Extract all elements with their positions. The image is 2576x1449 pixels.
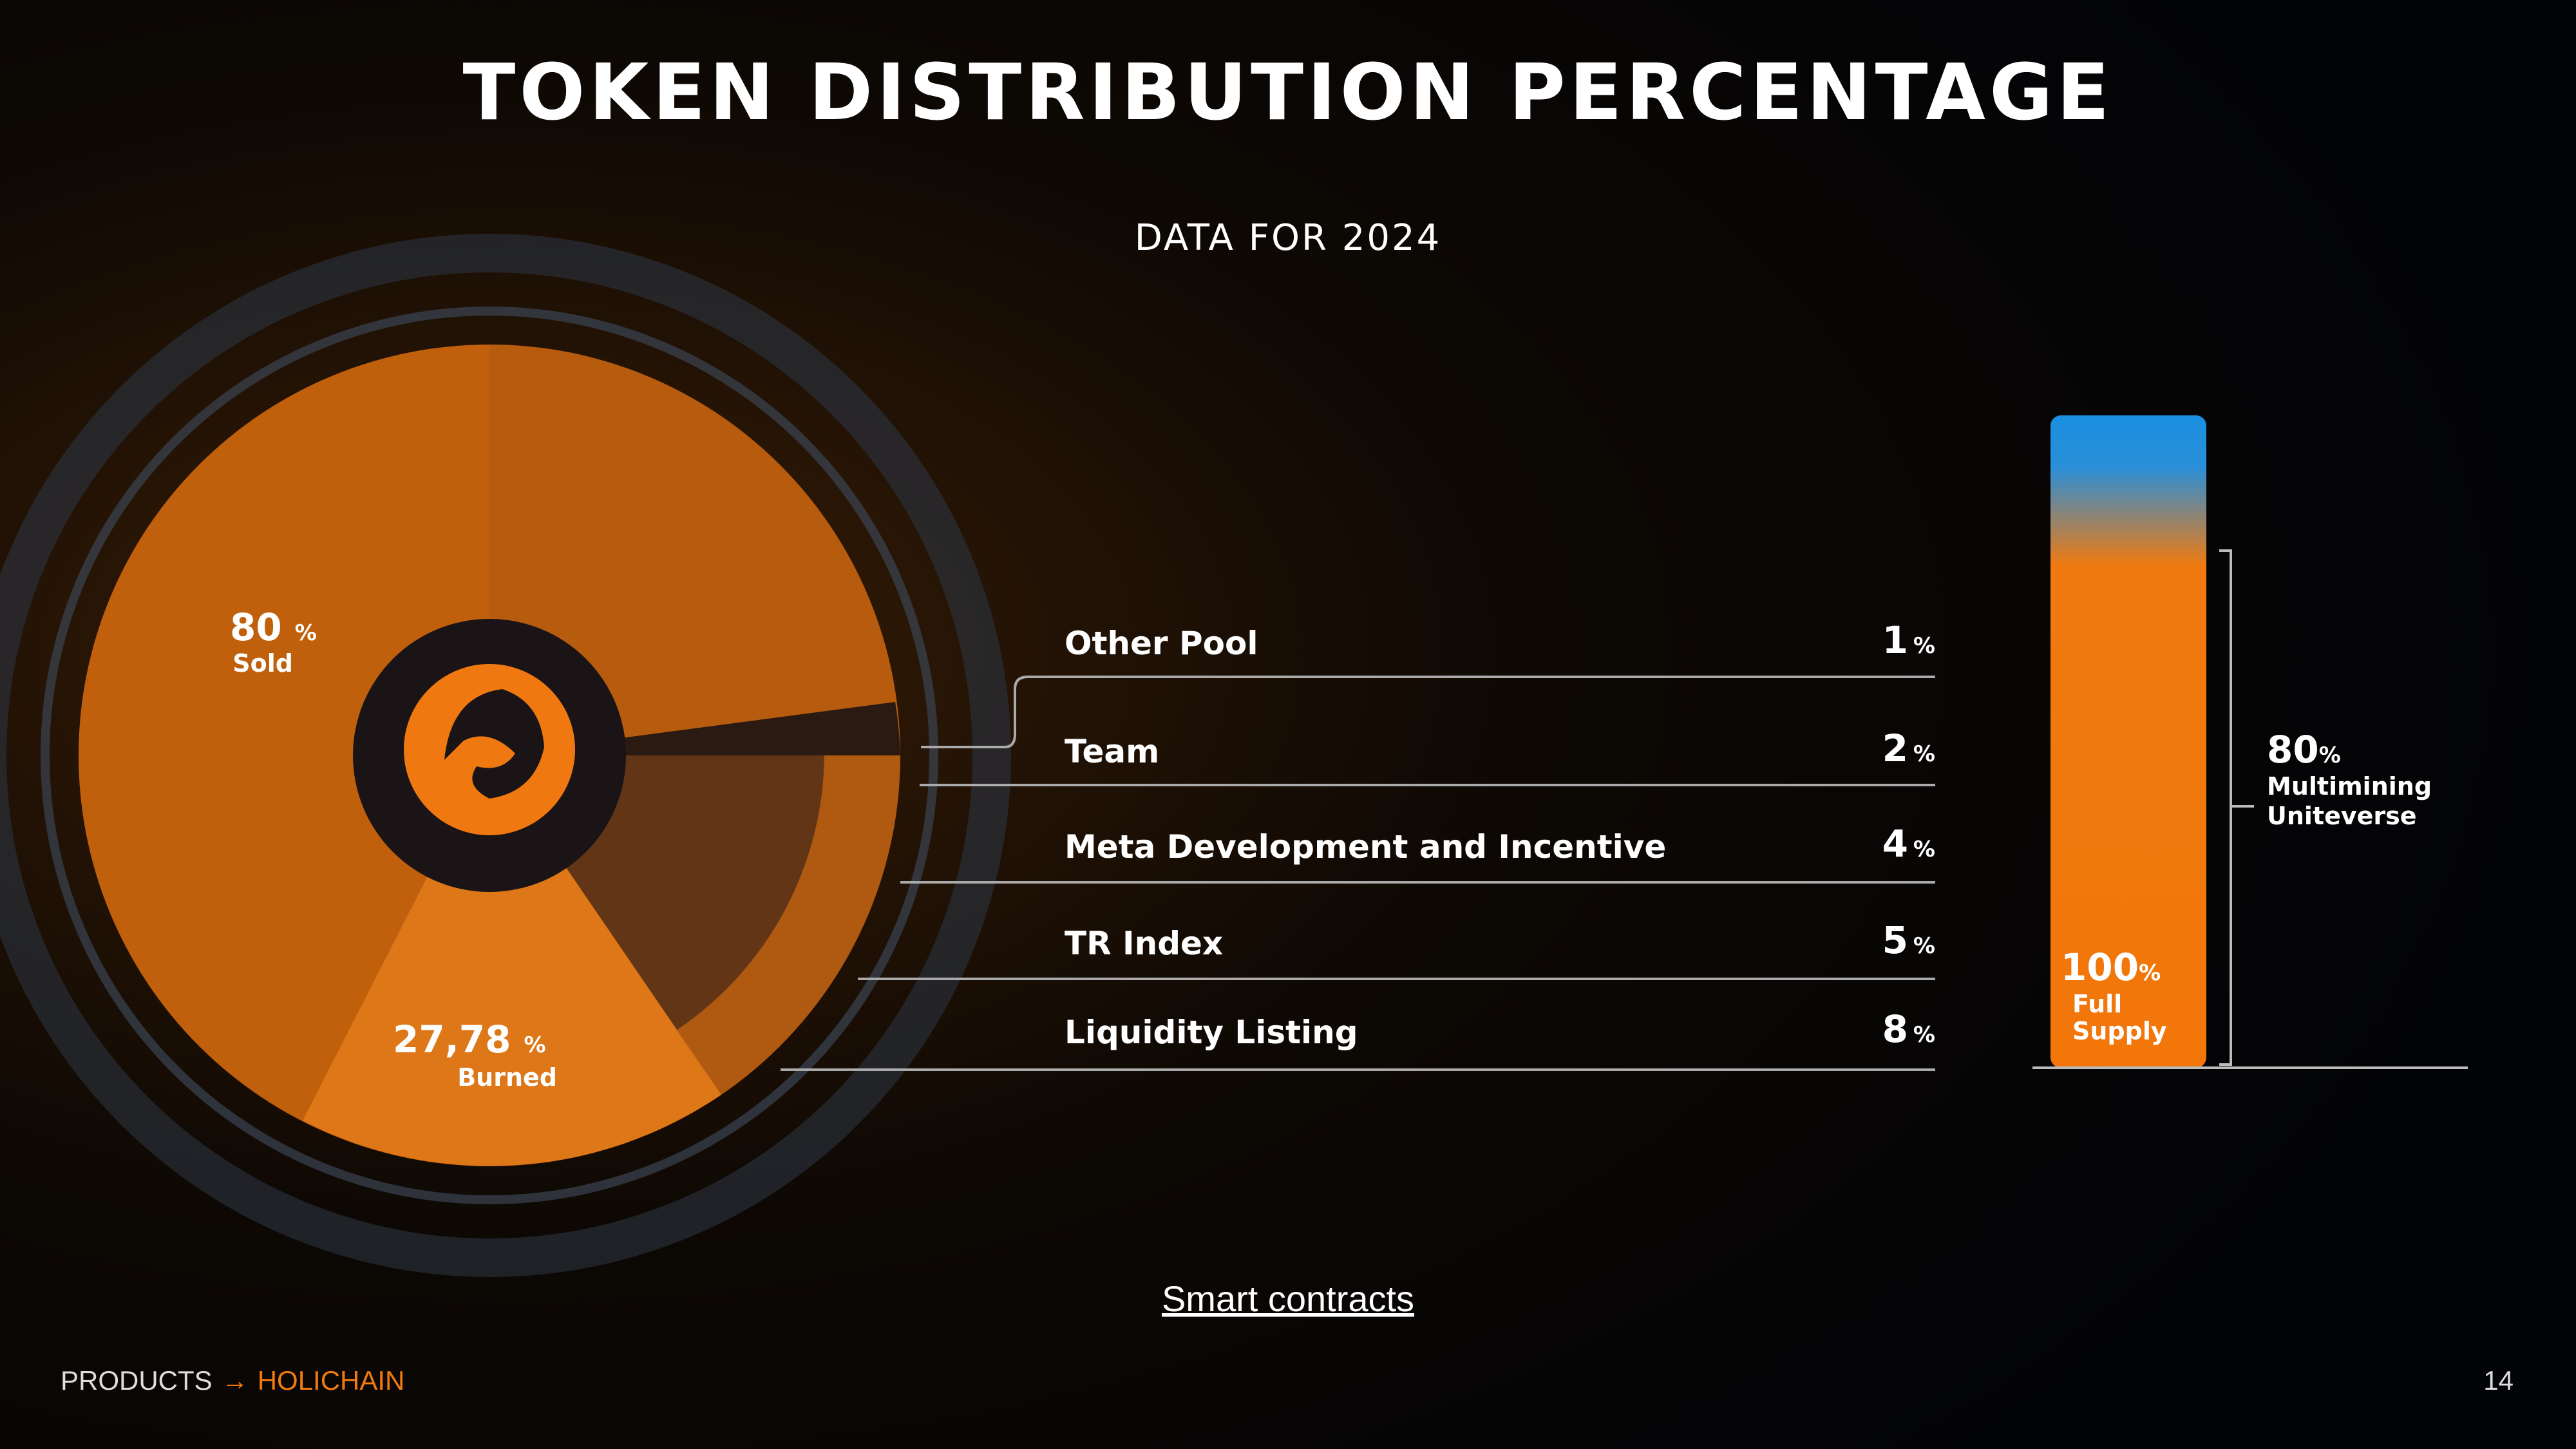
row-value: 8: [1882, 1007, 1908, 1051]
row-label: Liquidity Listing: [1065, 1014, 1358, 1051]
footer-arrow: →: [222, 1365, 249, 1396]
total-unit: %: [2139, 960, 2161, 986]
page-number: 14: [2483, 1365, 2514, 1396]
sold-label: Sold: [232, 649, 293, 677]
distribution-list: Other Pool 1 % Team 2 % Meta Development and I…: [781, 618, 1935, 1071]
bar: [2050, 415, 2206, 1068]
row-unit: %: [1913, 837, 1935, 862]
row-unit: %: [1913, 633, 1935, 659]
supply-bar: 100% Full Supply 80% Multimining Uniteve…: [2032, 415, 2468, 1069]
sold-unit: %: [295, 620, 317, 646]
bracket-line2: Uniteverse: [2267, 802, 2417, 830]
row-label: Other Pool: [1065, 625, 1258, 662]
donut: 80% Sold 27,78% Burned: [0, 234, 1011, 1277]
subtitle: DATA FOR 2024: [1135, 217, 1442, 259]
row-unit: %: [1913, 1022, 1935, 1048]
svg-text:80%: 80%: [230, 605, 317, 649]
burned-label: Burned: [457, 1063, 557, 1092]
bracket: [2219, 549, 2254, 1066]
row-value: 5: [1882, 918, 1908, 962]
row-value-text: 5%: [1882, 918, 1935, 962]
row-value-text: 2%: [1882, 726, 1935, 770]
row-unit: %: [1913, 741, 1935, 767]
bracket-value: 80: [2267, 728, 2319, 772]
row-value: 1: [1882, 618, 1908, 662]
svg-text:80%: 80%: [2267, 728, 2341, 772]
row-label: Meta Development and Incentive: [1065, 828, 1666, 866]
total-line1: Full: [2072, 990, 2122, 1018]
burned-value: 27,78: [393, 1018, 511, 1061]
row-label: TR Index: [1065, 925, 1223, 962]
total-value: 100: [2061, 945, 2139, 989]
row-value: 2: [1882, 726, 1908, 770]
footer-section: PRODUCTS: [61, 1365, 213, 1396]
title: TOKEN DISTRIBUTION PERCENTAGE: [463, 48, 2114, 138]
row-value: 4: [1882, 822, 1908, 866]
row-line: [921, 676, 1935, 748]
total-line2: Supply: [2072, 1017, 2167, 1045]
burned-unit: %: [524, 1032, 545, 1058]
footer-product: HOLICHAIN: [258, 1365, 405, 1396]
svg-text:100%: 100%: [2061, 945, 2161, 989]
row-value-text: 4%: [1882, 822, 1935, 866]
row-unit: %: [1913, 933, 1935, 959]
svg-text:27,78%: 27,78%: [393, 1018, 546, 1061]
bracket-unit: %: [2319, 743, 2341, 768]
bracket-line1: Multimining: [2267, 772, 2432, 800]
row-value-text: 1%: [1882, 618, 1935, 662]
sold-value: 80: [230, 605, 282, 649]
row-value-text: 8%: [1882, 1007, 1935, 1051]
svg-text:PRODUCTS→HOLICHAIN: PRODUCTS → HOLICHAIN: [61, 1365, 404, 1396]
link[interactable]: Smart contracts: [1162, 1278, 1414, 1319]
row-label: Team: [1065, 733, 1159, 770]
